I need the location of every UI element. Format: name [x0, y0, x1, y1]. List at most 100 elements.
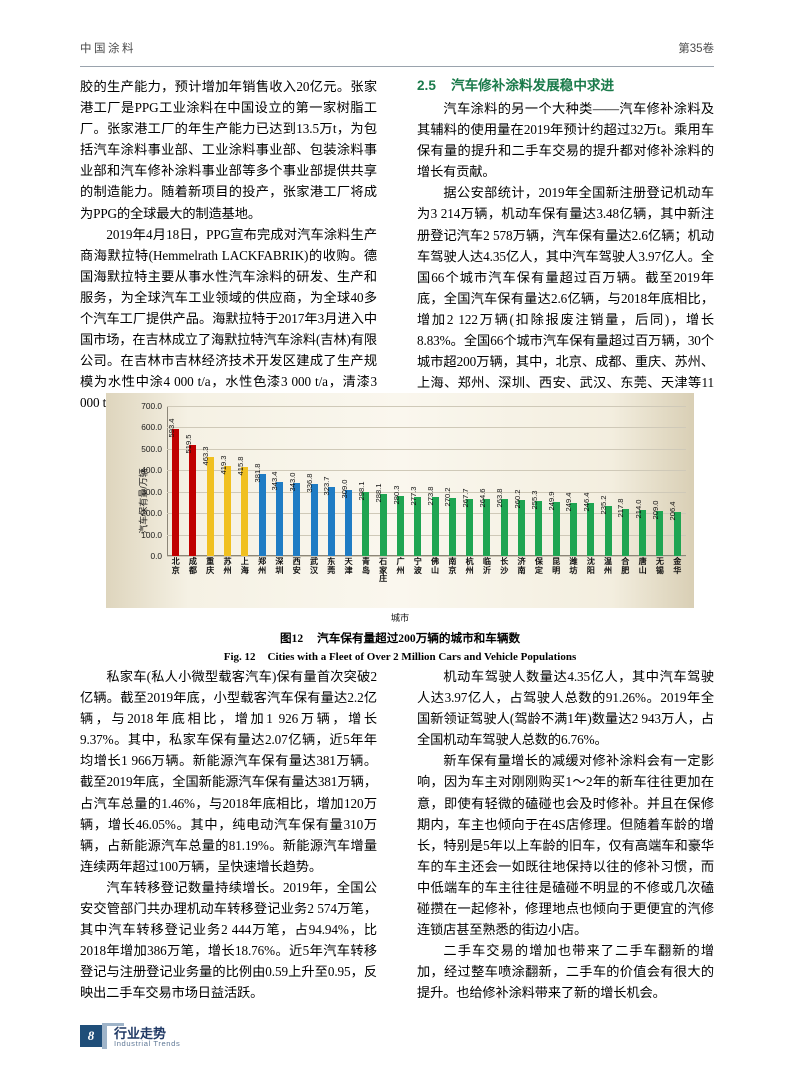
paragraph: 机动车驾驶人数量达4.35亿人，其中汽车驾驶人达3.97亿人，占驾驶人总数的91…: [417, 669, 714, 748]
bar-value-label: 519.5: [183, 434, 193, 454]
x-tick: 广州: [392, 557, 409, 602]
journal-name: 中国涂料: [80, 43, 136, 55]
bar: 260.2: [513, 490, 526, 556]
bar-series: 593.4 519.5 463.3 419.3 415.8 381.8 343.4 343.0…: [167, 406, 686, 556]
y-axis-tick-label: 300.0: [141, 486, 162, 497]
x-axis-tick-labels: 北京 成都 重庆 苏州 上海 郑州 深圳 西安 武汉 东莞 天津 青岛 石家庄 广州 宁波 佛山 南京 杭州 临沂长…: [167, 557, 686, 602]
x-tick: 深圳: [271, 557, 288, 602]
bar: 519.5: [184, 434, 197, 556]
x-tick-label: 佛山: [431, 557, 440, 575]
x-tick: 宁波: [409, 557, 426, 602]
x-tick-label: 温州: [604, 557, 613, 575]
section-heading: 2.5 汽车修补涂料发展稳中求进: [417, 76, 714, 96]
bar-value-label: 270.2: [443, 487, 453, 507]
section-title: 汽车修补涂料发展稳中求进: [451, 78, 615, 93]
x-tick-label: 杭州: [465, 557, 474, 575]
x-tick-label: 临沂: [482, 557, 492, 575]
bar-slot: 415.8: [236, 406, 253, 556]
bar: 255.3: [530, 491, 543, 556]
bar: 206.4: [668, 501, 681, 556]
y-axis-tick-label: 100.0: [141, 529, 162, 540]
x-tick: 北京: [167, 557, 184, 602]
bar-slot: 260.2: [513, 406, 530, 556]
x-tick: 济南: [513, 557, 530, 602]
bar: 267.7: [461, 488, 474, 556]
bar: 463.3: [201, 446, 214, 556]
x-tick: 郑州: [253, 557, 270, 602]
right-column-top: 2.5 汽车修补涂料发展稳中求进 汽车涂料的另一个大种类——汽车修补涂料及其辅料的…: [417, 76, 714, 414]
x-tick-label: 东莞: [327, 557, 336, 575]
y-axis-tick-label: 500.0: [141, 443, 162, 454]
figure-caption: 图12 汽车保有量超过200万辆的城市和车辆数 Fig. 12 Cities wit…: [106, 631, 694, 665]
bar: 343.0: [288, 472, 301, 556]
bar: 309.0: [340, 479, 353, 556]
bar-slot: 519.5: [184, 406, 201, 556]
bar-slot: 214.0: [634, 406, 651, 556]
running-head: 中国涂料 第35卷: [80, 40, 714, 67]
x-tick-label: 郑州: [258, 557, 267, 575]
x-tick: 武汉: [305, 557, 322, 602]
gridline: [167, 406, 686, 407]
bar: 264.6: [478, 489, 491, 556]
bar: 273.8: [426, 487, 439, 556]
x-tick: 上海: [236, 557, 253, 602]
bar-value-label: 264.6: [477, 488, 487, 508]
bar-slot: 381.8: [253, 406, 270, 556]
bar-slot: 249.4: [564, 406, 582, 556]
bar-value-label: 381.8: [253, 463, 263, 483]
bar-slot: 249.9: [547, 406, 565, 556]
figure-12: 汽车保有量/万辆 0.0 100.0 200.0 300.0 400.0 500.0 600…: [106, 393, 694, 665]
bar-slot: 264.6: [478, 406, 495, 556]
gridline: [167, 513, 686, 515]
x-tick-label: 沈阳: [586, 557, 595, 575]
paragraph: 胶的生产能力，预计增加年销售收入20亿元。张家港工厂是PPG工业涂料在中国设立的…: [80, 79, 377, 221]
x-tick: 昆明: [548, 557, 565, 602]
x-tick-label: 金华: [673, 557, 682, 575]
chart-area: 汽车保有量/万辆 0.0 100.0 200.0 300.0 400.0 500.0 600…: [106, 393, 694, 608]
plot-region: 0.0 100.0 200.0 300.0 400.0 500.0 600.0 700.0 5…: [141, 401, 686, 561]
bar: 209.0: [651, 501, 664, 556]
bar: 419.3: [219, 456, 232, 556]
x-tick-label: 北京: [171, 557, 180, 575]
x-tick-label: 保定: [534, 557, 543, 575]
x-tick: 青岛: [357, 557, 374, 602]
x-tick: 唐山: [634, 557, 651, 602]
x-tick: 临沂: [478, 557, 495, 602]
bar-slot: 209.0: [651, 406, 668, 556]
paragraph: 汽车涂料的另一个大种类——汽车修补涂料及其辅料的使用量在2019年预计约超过32…: [417, 101, 714, 180]
gridline: [167, 534, 686, 536]
x-tick: 佛山: [426, 557, 443, 602]
bar-slot: 267.7: [461, 406, 478, 556]
x-tick: 保定: [530, 557, 547, 602]
bar-slot: 273.8: [426, 406, 443, 556]
bar: 249.4: [564, 492, 577, 556]
bar-value-label: 260.2: [512, 489, 522, 509]
x-tick: 天津: [340, 557, 357, 602]
x-tick: 潍坊: [565, 557, 582, 602]
gridline: [167, 448, 686, 450]
x-tick: 杭州: [461, 557, 478, 602]
bar: 214.0: [634, 500, 647, 556]
page-number-badge: 8: [80, 1025, 102, 1047]
x-tick: 沈阳: [582, 557, 599, 602]
paragraph: 据公安部统计，2019年全国新注册登记机动车为3 214万辆，机动车保有量达3.…: [417, 185, 714, 411]
bar-value-label: 593.4: [166, 418, 176, 438]
bar-value-label: 263.8: [495, 488, 505, 508]
x-tick: 苏州: [219, 557, 236, 602]
bar: 217.8: [616, 499, 629, 556]
x-tick-label: 青岛: [361, 557, 370, 575]
bar: 246.4: [582, 493, 595, 556]
bar: 270.2: [443, 488, 456, 556]
y-axis-tick-label: 0.0: [150, 551, 162, 561]
section-number: 2.5: [417, 78, 436, 93]
x-tick: 南京: [444, 557, 461, 602]
caption-en-label: Fig. 12: [223, 651, 256, 663]
y-axis-line: [167, 406, 168, 556]
x-tick: 西安: [288, 557, 305, 602]
x-tick: 长沙: [496, 557, 513, 602]
bar-slot: 419.3: [219, 406, 236, 556]
page-footer: 8 行业走势 Industrial Trends: [80, 1021, 380, 1061]
x-tick-label: 长沙: [500, 557, 509, 575]
bar-value-label: 246.4: [581, 492, 591, 512]
